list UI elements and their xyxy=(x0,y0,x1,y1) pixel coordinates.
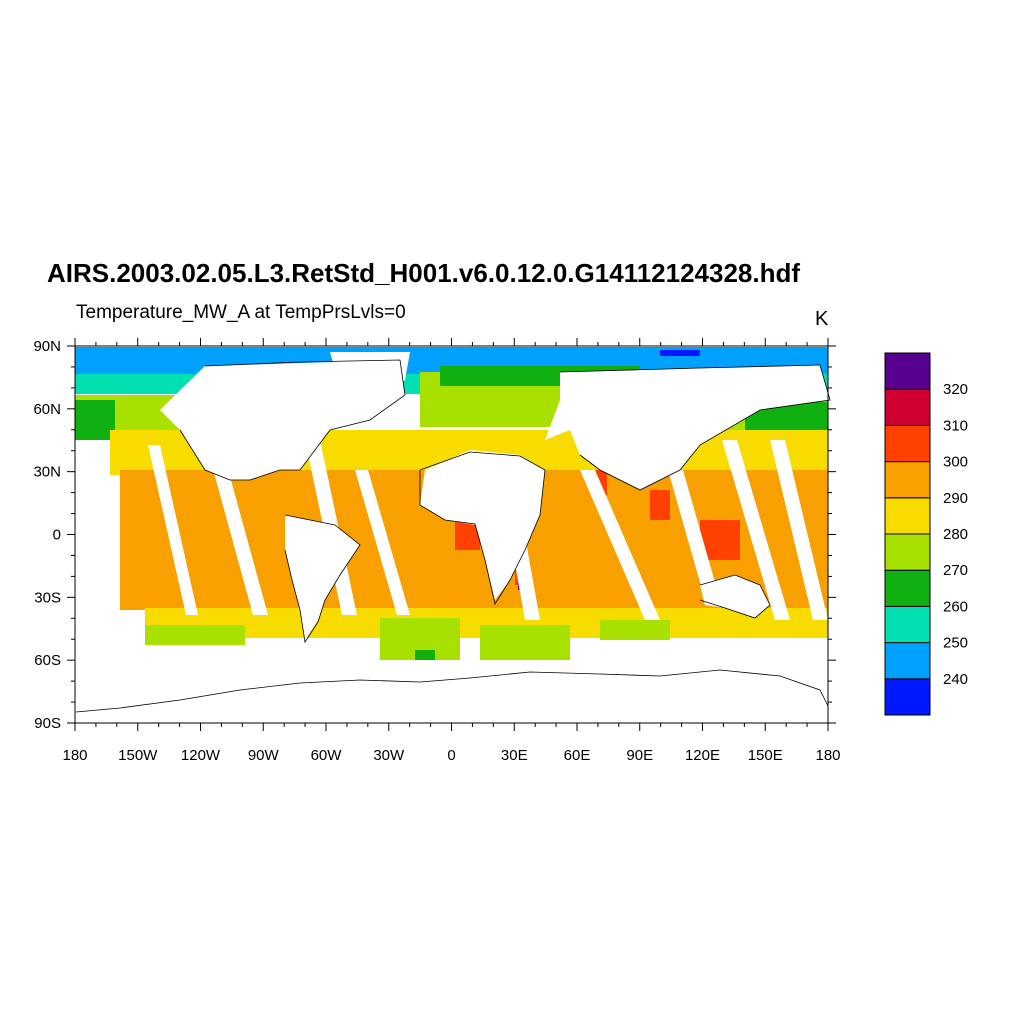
colorbar-label: 280 xyxy=(943,526,968,543)
colorbar-label: 270 xyxy=(943,562,968,579)
orbit-gap xyxy=(500,480,540,620)
colorbar-label: 300 xyxy=(943,454,968,471)
colorbar-box xyxy=(884,533,931,571)
lat-tick-label: 60N xyxy=(33,401,61,418)
colorbar-box xyxy=(884,388,931,426)
coastline xyxy=(699,574,771,619)
land-australia xyxy=(700,575,770,618)
field-hotspot xyxy=(650,490,670,520)
orbit-gap xyxy=(770,440,828,620)
coastline xyxy=(284,514,361,644)
lon-tick-label: 30E xyxy=(501,747,528,764)
coastline xyxy=(419,451,546,606)
lat-tick-label: 90N xyxy=(33,338,61,355)
colorbar-label: 240 xyxy=(943,671,968,688)
colorbar-box xyxy=(884,642,931,680)
lon-tick-label: 120E xyxy=(685,747,720,764)
coastline xyxy=(559,364,831,491)
colorbar-box xyxy=(884,678,931,716)
lon-tick-label: 120W xyxy=(181,747,221,764)
lon-tick-label: 150E xyxy=(748,747,783,764)
lat-tick-label: 30N xyxy=(33,464,61,481)
lon-tick-label: 150W xyxy=(118,747,158,764)
lon-tick-label: 0 xyxy=(447,747,455,764)
lon-tick-label: 90E xyxy=(626,747,653,764)
field-region xyxy=(75,400,115,440)
colorbar-box xyxy=(884,605,931,644)
plot-subtitle: Temperature_MW_A at TempPrsLvls=0 xyxy=(76,302,406,323)
colorbar-label: 250 xyxy=(943,635,968,652)
coastlines xyxy=(75,359,831,713)
colorbar-box xyxy=(884,461,931,499)
colorbar-box xyxy=(884,352,931,390)
lat-tick-label: 30S xyxy=(34,589,61,606)
colorbar-label: 290 xyxy=(943,490,968,507)
orbit-gap xyxy=(205,440,268,615)
orbit-gap xyxy=(305,440,357,615)
orbit-gap xyxy=(148,445,198,615)
lat-tick-label: 90S xyxy=(34,715,61,732)
units-label: K xyxy=(815,308,829,330)
colorbar-label: 320 xyxy=(943,381,968,398)
coastline xyxy=(179,359,406,481)
plot-title: AIRS.2003.02.05.L3.RetStd_H001.v6.0.12.0… xyxy=(47,258,801,288)
colorbar-box xyxy=(884,497,931,535)
lon-tick-label: 30W xyxy=(373,747,405,764)
lat-tick-label: 0 xyxy=(53,527,61,544)
lon-axis: 180 150W 120W 90W 60W 30W 0 30E 60E 90E 120E 150E 18… xyxy=(62,338,841,764)
field-region xyxy=(145,625,245,645)
field-speckle xyxy=(660,350,700,356)
land-antarctica xyxy=(75,660,828,723)
colorbar-label: 260 xyxy=(943,598,968,615)
lon-tick-label: 90W xyxy=(248,747,280,764)
temperature-field xyxy=(75,347,828,723)
land-eurasia xyxy=(545,365,828,490)
orbit-gap xyxy=(668,470,720,600)
colorbar: 240 250 260 270 280 290 300 310 320 xyxy=(884,352,968,716)
colorbar-box xyxy=(884,569,931,607)
field-region xyxy=(600,620,670,640)
lon-tick-label: 60W xyxy=(311,747,343,764)
lon-tick-label: 60E xyxy=(564,747,591,764)
land-greenland xyxy=(330,352,410,410)
orbit-gap xyxy=(355,470,410,615)
orbit-gap xyxy=(722,440,790,620)
lon-tick-label: 180 xyxy=(62,747,87,764)
coastline xyxy=(75,669,829,713)
lat-axis: 90N 60N 30N 0 30S 60S 90S xyxy=(33,338,836,732)
lon-tick-label: 180 xyxy=(815,747,840,764)
colorbar-label: 310 xyxy=(943,417,968,434)
lat-tick-label: 60S xyxy=(34,652,61,669)
orbit-gap xyxy=(580,470,660,620)
colorbar-box xyxy=(884,424,931,463)
